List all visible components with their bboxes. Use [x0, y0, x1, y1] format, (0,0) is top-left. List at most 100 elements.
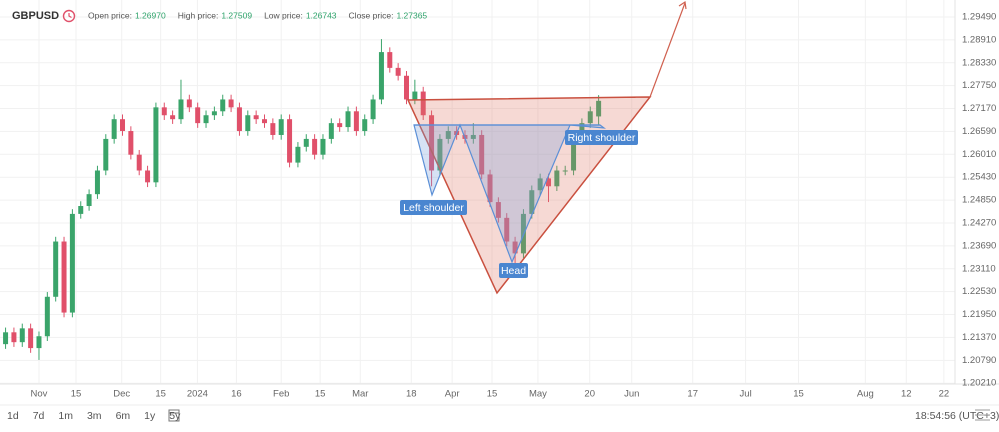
stat-label: High price:: [178, 10, 219, 20]
stat-label: Open price:: [88, 10, 132, 20]
candle-body: [479, 134, 485, 175]
candle-body: [145, 170, 151, 183]
x-tick-label: 12: [901, 389, 912, 400]
stat-label: Close price:: [349, 10, 394, 20]
candle-body: [195, 107, 201, 124]
candle-body: [562, 170, 568, 172]
candle-body: [186, 99, 192, 108]
y-tick-label: 1.22530: [962, 286, 996, 297]
candle-body: [495, 202, 501, 218]
candle-body: [211, 111, 217, 116]
x-tick-label: 22: [939, 389, 950, 400]
candle-body: [19, 328, 25, 343]
candle-body: [445, 131, 451, 139]
y-tick-label: 1.23690: [962, 240, 996, 251]
axes: 1.29490 1.28910 1.28330 1.27750 1.27170 1.265…: [31, 11, 997, 399]
candle-body: [94, 170, 100, 195]
y-tick-label: 1.25430: [962, 172, 996, 183]
candle-body: [420, 91, 426, 116]
annotation-label: Right shoulder: [568, 132, 636, 144]
y-tick-label: 1.24270: [962, 217, 996, 228]
grid: [0, 0, 955, 384]
range-button[interactable]: 1m: [58, 410, 73, 422]
candle-body: [287, 119, 293, 163]
candle-body: [11, 332, 17, 343]
candle-body: [487, 174, 493, 203]
candle-body: [587, 111, 593, 124]
candle-body: [362, 119, 368, 132]
candle-body: [228, 99, 234, 108]
y-tick-label: 1.20790: [962, 355, 996, 366]
candle-body: [86, 194, 92, 207]
y-tick-label: 1.21370: [962, 332, 996, 343]
calendar-icon[interactable]: [168, 409, 180, 422]
y-tick-label: 1.24850: [962, 195, 996, 206]
annotation-label: Head: [501, 265, 526, 277]
y-tick-label: 1.29490: [962, 11, 996, 22]
target-arrow: [649, 2, 686, 98]
candle-body: [36, 336, 42, 349]
candle-body: [178, 99, 184, 120]
candle-body: [44, 296, 50, 337]
range-button[interactable]: 6m: [116, 410, 131, 422]
candle-body: [28, 328, 34, 349]
x-tick-label: 16: [231, 389, 242, 400]
x-tick-label: 15: [315, 389, 326, 400]
symbol: GBPUSD: [12, 10, 59, 22]
range-button[interactable]: 5y: [169, 410, 181, 422]
range-button[interactable]: 3m: [87, 410, 102, 422]
x-tick-label: Jun: [624, 389, 639, 400]
y-tick-label: 1.28330: [962, 57, 996, 68]
footer: 18:54:56 (UTC+3) 1d 7d 1m 3m 6m 1y 5y: [7, 409, 999, 422]
range-button[interactable]: 1d: [7, 410, 19, 422]
y-tick-label: 1.28910: [962, 34, 996, 45]
candle-body: [353, 111, 359, 132]
arrow-head: [678, 0, 687, 10]
candle-body: [404, 75, 410, 100]
candle-body: [337, 123, 343, 128]
x-tick-label: Apr: [445, 389, 460, 400]
candle-body: [120, 119, 126, 132]
candle-body: [78, 206, 84, 214]
candle-body: [303, 138, 309, 147]
candle-body: [111, 119, 117, 139]
candle-body: [596, 100, 602, 117]
clock-icon: [62, 9, 76, 23]
stat-value: 1.27509: [221, 10, 252, 20]
candle-body: [554, 170, 560, 187]
candle-body: [328, 123, 334, 139]
x-tick-label: Jul: [740, 389, 752, 400]
candle-body: [387, 52, 393, 68]
candle-body: [320, 138, 326, 155]
stat-value: 1.26970: [135, 10, 166, 20]
candle-body: [153, 107, 159, 183]
y-tick-label: 1.21950: [962, 309, 996, 320]
y-tick-label: 1.27750: [962, 80, 996, 91]
candle-body: [69, 213, 75, 313]
pattern-drawing: Left shoulder Head Right shoulder: [400, 0, 687, 295]
x-tick-label: 2024: [187, 389, 208, 400]
x-tick-label: Mar: [352, 389, 368, 400]
candle-body: [295, 146, 301, 163]
x-tick-label: Dec: [113, 389, 130, 400]
x-tick-label: 20: [584, 389, 595, 400]
x-tick-label: 15: [793, 389, 804, 400]
y-tick-label: 1.23110: [962, 263, 996, 274]
range-button[interactable]: 7d: [33, 410, 45, 422]
candle-body: [236, 107, 242, 132]
range-button[interactable]: 1y: [144, 410, 156, 422]
stat-value: 1.27365: [396, 10, 427, 20]
x-tick-label: 17: [687, 389, 698, 400]
candle-body: [512, 241, 518, 254]
candle-body: [253, 115, 259, 120]
label-box: [400, 200, 467, 215]
candle-body: [571, 138, 577, 171]
candle-body: [270, 123, 276, 135]
candle-body: [161, 107, 167, 116]
x-tick-label: 15: [155, 389, 166, 400]
settings-icon[interactable]: [975, 409, 990, 421]
candles: [3, 39, 602, 360]
candle-body: [220, 99, 226, 112]
candle-body: [3, 332, 9, 345]
